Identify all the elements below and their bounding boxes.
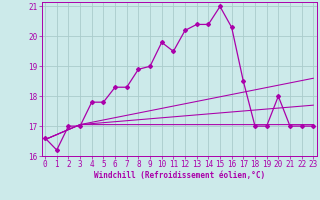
X-axis label: Windchill (Refroidissement éolien,°C): Windchill (Refroidissement éolien,°C): [94, 171, 265, 180]
